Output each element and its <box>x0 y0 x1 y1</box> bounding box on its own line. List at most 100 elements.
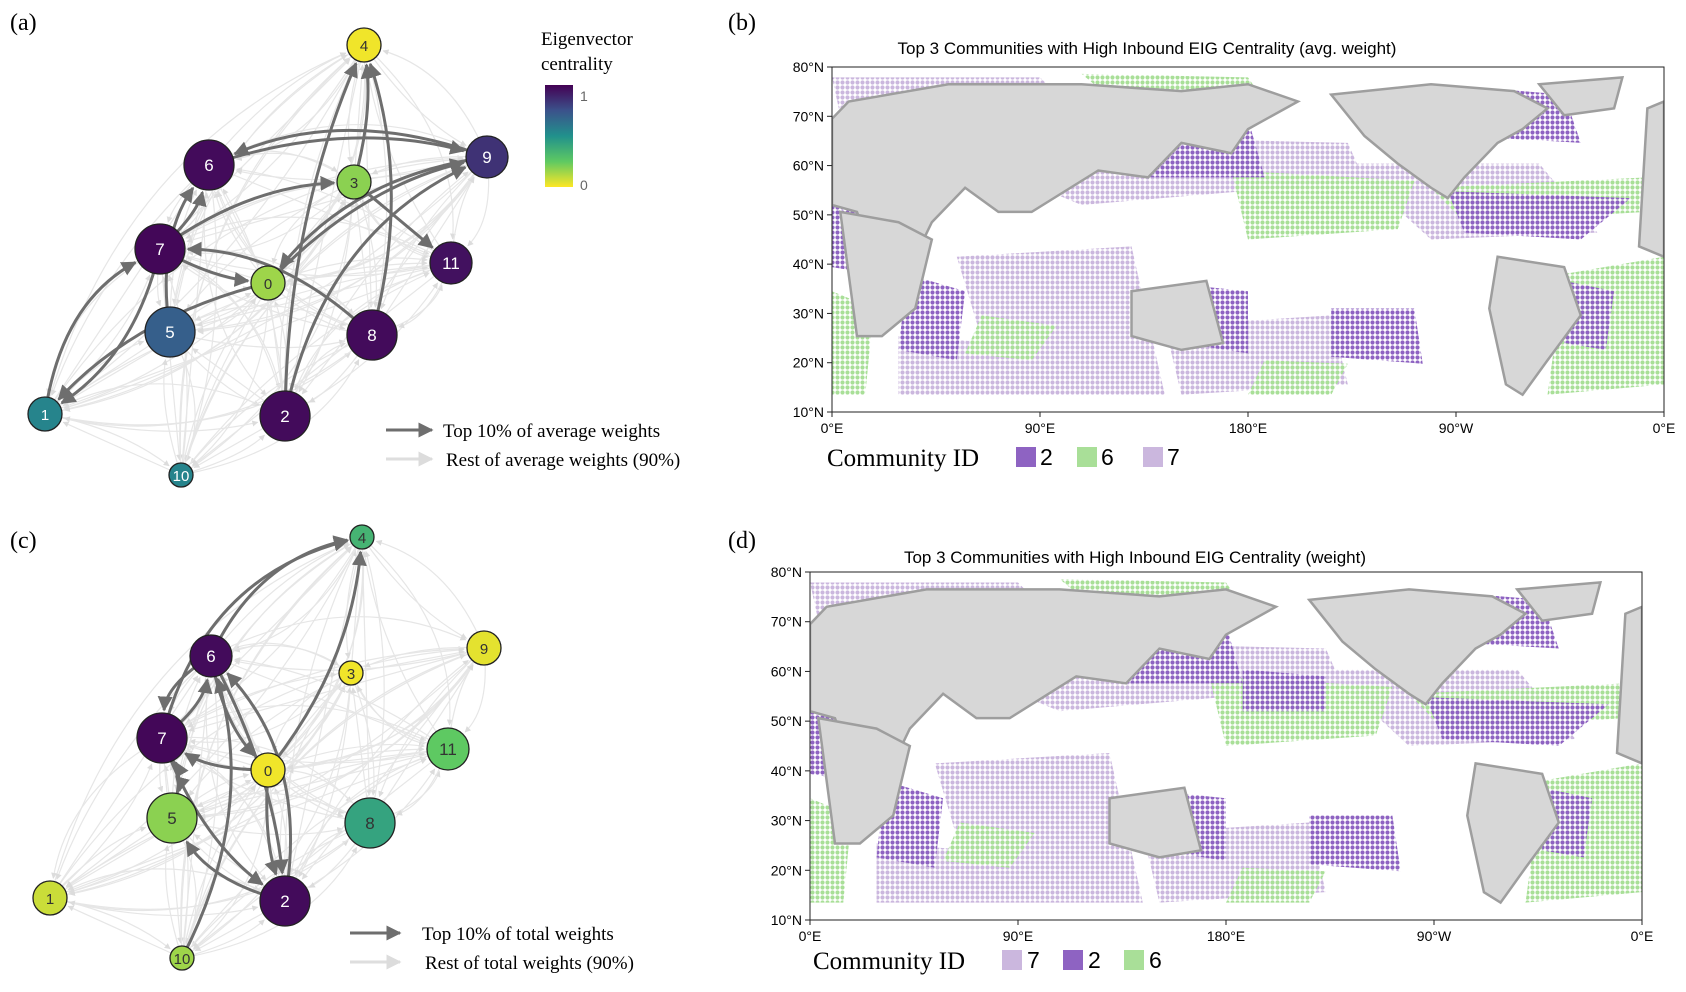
y-tick-label: 20°N <box>793 355 824 371</box>
rest-edge <box>361 536 373 796</box>
node-circle <box>346 27 382 63</box>
y-tick-label: 80°N <box>771 564 802 580</box>
panel-c-label: (c) <box>10 528 37 554</box>
node-circle <box>336 164 372 200</box>
node-circle <box>144 306 196 358</box>
top-edge-10-6 <box>180 677 233 959</box>
rest-edge <box>185 216 452 264</box>
community-2-region <box>1425 697 1609 746</box>
node-label: 4 <box>360 38 368 55</box>
node-circle <box>169 945 195 971</box>
rest-edge <box>375 539 485 649</box>
north-america-landmass <box>1306 588 1528 706</box>
rest-edge <box>55 655 212 880</box>
node-label: 9 <box>480 641 488 658</box>
top-edge-9-6 <box>233 128 488 159</box>
top-edge-8-7 <box>186 241 374 337</box>
x-tick-label: 90°W <box>1417 928 1452 944</box>
node-circle <box>189 634 233 678</box>
greenland-landmass <box>1536 75 1625 117</box>
rest-edge <box>161 645 465 739</box>
y-tick-label: 30°N <box>793 305 824 321</box>
rest-edge <box>161 547 352 739</box>
rest-edge <box>192 282 269 466</box>
rest-edge <box>49 897 171 950</box>
node-3: 3 <box>338 660 364 686</box>
node-9: 9 <box>465 135 509 179</box>
rest-edge <box>196 262 452 327</box>
colorbar-gradient <box>545 85 573 187</box>
panel-c: (c) 0 1 2 3 4 5 6 7 8 9 10 11 Top 10% of total weig… <box>10 524 634 974</box>
node-label: 2 <box>280 892 289 911</box>
rest-edge <box>361 536 453 726</box>
x-tick-label: 90°W <box>1439 420 1474 436</box>
rest-edge <box>361 536 467 639</box>
africa-landmass <box>816 716 912 845</box>
community-6-region <box>1248 360 1348 395</box>
rest-edge <box>62 421 182 476</box>
panel-b-map <box>831 66 1665 413</box>
node-circle <box>250 265 286 301</box>
colorbar-title-line2: centrality <box>541 54 613 75</box>
panel-c-nodes: 0 1 2 3 4 5 6 7 8 9 10 11 <box>32 524 502 971</box>
y-tick-label: 70°N <box>793 108 824 124</box>
node-6: 6 <box>183 139 235 191</box>
legend-label-2: 2 <box>1040 444 1053 470</box>
x-tick-label: 0°E <box>1631 928 1654 944</box>
rest-edge <box>49 675 199 899</box>
x-tick-label: 180°E <box>1229 420 1267 436</box>
y-tick-label: 60°N <box>793 158 824 174</box>
rest-edge <box>49 840 349 910</box>
community-6-region <box>965 315 1057 361</box>
node-circle <box>146 792 198 844</box>
rest-edge <box>65 536 363 887</box>
node-circle <box>346 309 398 361</box>
rest-edge <box>363 44 467 146</box>
node-7: 7 <box>136 712 188 764</box>
node-5: 5 <box>146 792 198 844</box>
rest-edge <box>181 785 257 959</box>
community-2-region <box>1542 787 1593 858</box>
y-tick-label: 10°N <box>793 404 824 420</box>
y-tick-label: 20°N <box>771 862 802 878</box>
top-edge-6-4 <box>209 535 349 657</box>
top-edge-2-9 <box>283 165 467 417</box>
rest-edge <box>367 63 388 336</box>
rest-edge <box>44 187 195 415</box>
rest-edge <box>197 156 488 334</box>
node-0: 0 <box>250 265 286 301</box>
node-label: 2 <box>280 407 289 426</box>
top-edge-2-4 <box>283 61 358 417</box>
rest-edge <box>63 334 373 427</box>
rest-edge <box>185 655 219 945</box>
node-9: 9 <box>466 630 502 666</box>
rest-edge <box>294 262 452 391</box>
rest-edge <box>210 542 349 657</box>
panel-d: (d) Top 3 Communities with High Inbound … <box>728 528 1653 975</box>
y-tick-label: 70°N <box>771 614 802 630</box>
x-tick-label: 180°E <box>1207 928 1245 944</box>
node-4: 4 <box>349 524 375 550</box>
rest-edge <box>363 44 456 240</box>
y-tick-label: 10°N <box>771 912 802 928</box>
node-label: 0 <box>264 276 272 293</box>
node-8: 8 <box>344 797 396 849</box>
node-circle <box>466 630 502 666</box>
rest-edge <box>161 737 184 944</box>
australia-landmass <box>1108 786 1203 859</box>
node-label: 11 <box>439 740 457 759</box>
node-label: 5 <box>167 809 176 828</box>
rest-edge <box>180 272 430 476</box>
rest-edge <box>185 647 485 945</box>
panel-c-legend: Top 10% of total weights Rest of total w… <box>350 924 634 974</box>
node-label: 10 <box>174 951 191 968</box>
node-5: 5 <box>144 306 196 358</box>
panel-b-title: Top 3 Communities with High Inbound EIG … <box>898 39 1397 58</box>
colorbar-max-label: 1 <box>580 88 588 104</box>
node-label: 1 <box>46 891 54 908</box>
rest-edge <box>364 64 452 264</box>
rest-edge <box>66 748 449 888</box>
community-2-region <box>1242 669 1326 712</box>
node-label: 3 <box>350 175 358 192</box>
